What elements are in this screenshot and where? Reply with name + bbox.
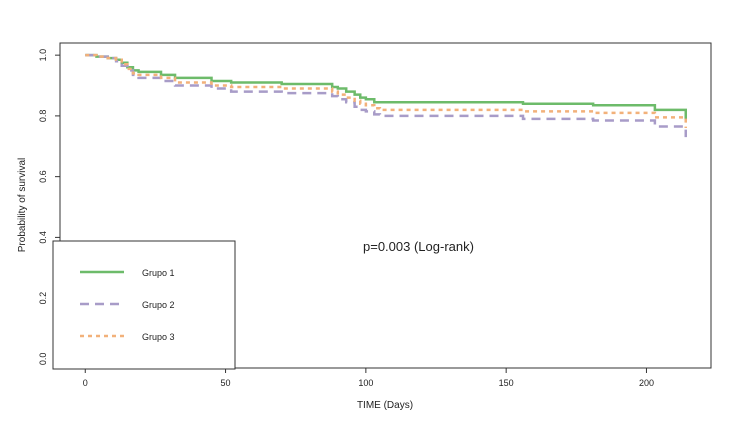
y-tick-label: 0.2	[38, 292, 48, 305]
y-axis: 0.0 0.2 0.4 0.6 0.8 1.0	[38, 49, 60, 365]
logrank-annotation: p=0.003 (Log-rank)	[363, 239, 474, 254]
series-line-2	[85, 53, 687, 138]
plot-frame	[59, 42, 712, 369]
y-tick-label: 1.0	[38, 49, 48, 62]
x-tick-label: 150	[499, 378, 514, 388]
y-axis-label: Probability of survival	[17, 158, 28, 252]
legend-label-3: Grupo 3	[142, 332, 175, 342]
y-tick-label: 0.0	[38, 353, 48, 366]
legend: Grupo 1 Grupo 2 Grupo 3	[52, 240, 236, 370]
x-tick-label: 200	[639, 378, 654, 388]
x-tick-label: 100	[358, 378, 373, 388]
y-tick-label: 0.8	[38, 110, 48, 123]
y-tick-label: 0.6	[38, 170, 48, 183]
series-layer	[85, 53, 687, 138]
legend-label-1: Grupo 1	[142, 268, 175, 278]
y-tick-label: 0.4	[38, 231, 48, 244]
x-axis-label: TIME (Days)	[357, 400, 413, 411]
x-tick-label: 0	[83, 378, 88, 388]
x-axis: 0 50 100 150 200	[83, 368, 654, 388]
x-tick-label: 50	[221, 378, 231, 388]
legend-label-2: Grupo 2	[142, 300, 175, 310]
